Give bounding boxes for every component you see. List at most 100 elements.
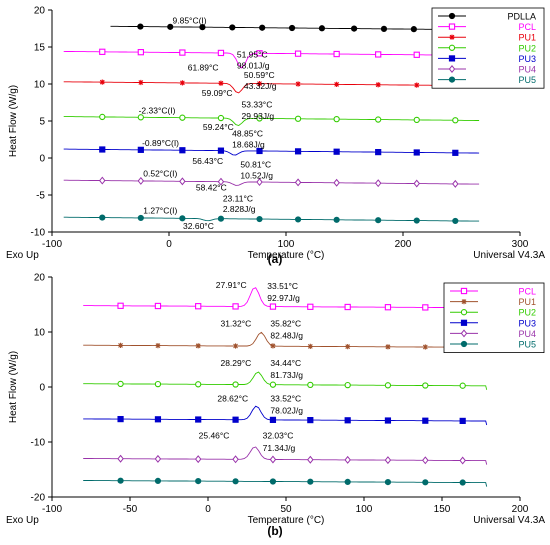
series-marker <box>256 215 263 223</box>
series-line <box>110 25 433 30</box>
series-marker <box>232 478 239 485</box>
series-marker <box>413 149 420 156</box>
series-line <box>83 405 488 426</box>
series-marker <box>154 380 162 388</box>
series-marker <box>99 176 106 185</box>
series-marker <box>179 80 185 86</box>
annotation-label: -2.33°C(I) <box>139 106 176 116</box>
y-axis-label: Heat Flow (W/g) <box>8 85 19 157</box>
legend-marker <box>460 340 468 348</box>
series-marker <box>422 479 429 486</box>
series-marker <box>179 114 186 121</box>
annotation-label: 32.60°C <box>183 221 214 231</box>
legend-label: PU2 <box>518 43 536 53</box>
legend-marker <box>448 12 456 20</box>
series-marker <box>117 477 124 484</box>
series-line <box>63 116 480 126</box>
series-marker <box>422 417 429 424</box>
y-tick-label: -10 <box>31 228 46 239</box>
series-marker <box>256 115 263 122</box>
series-marker <box>333 50 340 58</box>
series-pu5 <box>83 477 488 487</box>
series-marker <box>232 381 239 388</box>
x-tick-label: 0 <box>205 504 211 515</box>
series-marker <box>413 217 420 224</box>
series-marker <box>217 215 225 222</box>
series-marker <box>217 114 225 122</box>
series-marker <box>138 79 144 86</box>
legend-marker <box>461 299 467 305</box>
series-marker <box>294 178 302 187</box>
series-marker <box>154 302 162 310</box>
series-marker <box>179 49 186 56</box>
series-marker <box>375 82 381 88</box>
legend-label: PU4 <box>518 65 536 75</box>
y-tick-label: -20 <box>31 493 46 504</box>
annotation-label: 31.32°C <box>220 319 251 329</box>
legend-box <box>443 282 545 353</box>
y-axis-label: Heat Flow (W/g) <box>8 351 19 423</box>
legend-marker <box>460 319 468 326</box>
series-line <box>83 446 488 465</box>
legend-label: PU1 <box>518 33 536 43</box>
annotation-label: 10.52J/g <box>240 171 273 181</box>
series-marker <box>218 80 224 86</box>
annotation-label: 48.85°C <box>232 129 263 139</box>
series-marker <box>333 148 340 155</box>
legend-label: PU5 <box>518 340 536 350</box>
series-marker <box>256 81 263 87</box>
annotation-label: 82.48J/g <box>270 331 303 341</box>
series-line <box>83 371 488 390</box>
series-marker <box>374 179 382 188</box>
series-marker <box>307 417 314 424</box>
x-tick-label: -50 <box>123 504 138 515</box>
series-marker <box>295 81 301 87</box>
figure-caption: (b) <box>267 524 282 538</box>
series-marker <box>232 303 239 310</box>
series-marker <box>195 416 202 423</box>
series-marker <box>137 146 144 153</box>
annotation-label: 32.03°C <box>263 431 294 441</box>
series-pu5 <box>63 214 480 225</box>
series-marker <box>459 479 466 486</box>
series-marker <box>307 303 314 310</box>
annotation-label: 9.85°C(I) <box>173 15 207 25</box>
series-marker <box>179 215 186 222</box>
series-marker <box>333 115 340 123</box>
annotation-label: 28.29°C <box>220 358 251 368</box>
series-marker <box>307 381 314 389</box>
series-marker <box>137 49 144 56</box>
series-marker <box>232 416 239 423</box>
series-marker <box>117 454 124 463</box>
series-marker <box>117 380 124 388</box>
series-marker <box>413 116 420 124</box>
series-pu3 <box>63 146 480 156</box>
series-marker <box>137 114 144 121</box>
series-pdlla <box>110 23 433 33</box>
software-note: Universal V4.3A <box>473 250 545 261</box>
series-marker <box>259 24 266 31</box>
series-marker <box>384 479 392 486</box>
series-marker <box>333 216 340 223</box>
x-tick-label: 200 <box>512 504 529 515</box>
series-marker <box>452 179 459 188</box>
series-marker <box>117 342 124 348</box>
series-marker <box>99 113 106 121</box>
legend-label: PU3 <box>518 318 536 328</box>
annotation-label: 29.93J/g <box>242 111 275 121</box>
figure-caption: (a) <box>268 252 283 266</box>
y-tick-label: 10 <box>34 328 46 339</box>
annotation-label: 51.95°C <box>237 49 268 59</box>
series-pu2 <box>83 371 488 390</box>
annotation-label: 59.24°C <box>203 122 234 132</box>
legend-marker <box>448 23 456 30</box>
annotation-label: 56.43°C <box>192 156 223 166</box>
series-marker <box>154 454 162 463</box>
annotation-label: 27.91°C <box>216 280 247 290</box>
series-marker <box>384 456 392 465</box>
series-marker <box>137 214 144 222</box>
series-pu1 <box>83 331 488 352</box>
series-marker <box>422 456 429 465</box>
series-marker <box>199 24 206 31</box>
